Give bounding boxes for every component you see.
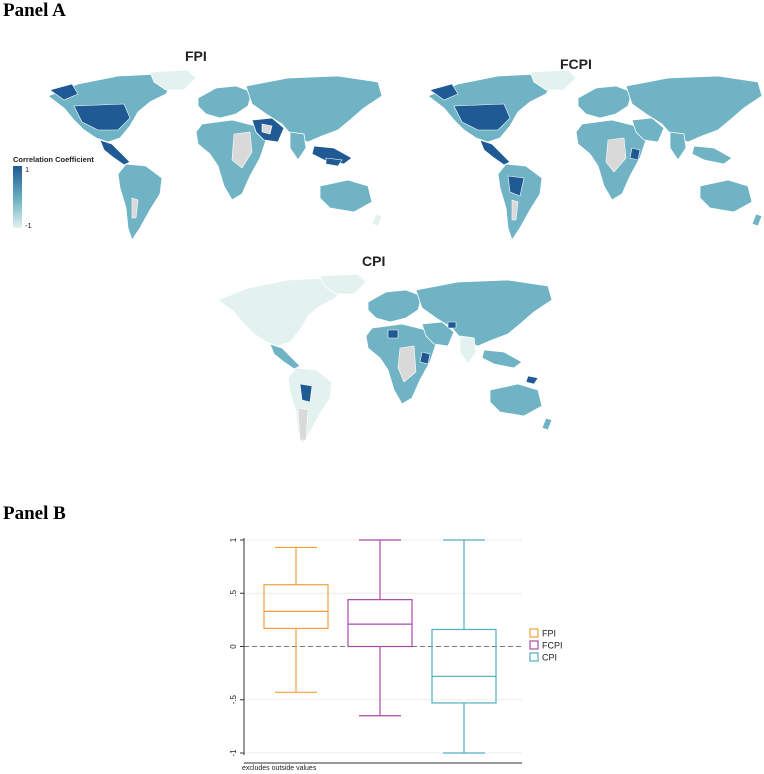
box-iqr <box>431 628 497 704</box>
cpi-region-greenland <box>319 273 367 295</box>
box-fcpi <box>347 539 413 717</box>
map-title-fcpi: FCPI <box>560 56 592 72</box>
fpi-region-southeast-asia <box>311 145 353 165</box>
y-tick-label: .5 <box>229 589 238 596</box>
cpi-region-high-east-africa <box>419 351 431 365</box>
box-fpi <box>263 546 329 693</box>
fpi-region-south-america <box>117 163 163 241</box>
legend-max-label: 1 <box>25 165 30 174</box>
fpi-region-new-zealand <box>371 213 383 227</box>
fpi-region-nodata-africa <box>231 131 253 169</box>
map-title-cpi: CPI <box>362 253 386 269</box>
fcpi-region-australia <box>699 179 753 213</box>
fpi-region-nodata-south-america <box>131 197 139 219</box>
legend-min-label: -1 <box>25 221 32 230</box>
cpi-region-new-zealand <box>541 417 553 431</box>
fpi-region-high-indonesia <box>325 157 343 167</box>
legend-label-fpi: FPI <box>542 629 556 639</box>
fpi-region-nodata-mideast <box>261 123 273 135</box>
world-map-fpi <box>47 69 383 241</box>
box-cpi <box>431 539 497 754</box>
fcpi-region-europe <box>577 85 633 119</box>
fcpi-region-nodata-africa <box>605 137 627 173</box>
fcpi-region-usa <box>453 103 511 131</box>
cpi-region-high-south-america <box>299 383 313 403</box>
cpi-region-high-png <box>525 375 539 385</box>
fpi-region-africa <box>195 119 267 201</box>
legend-title: Correlation Coefficient <box>13 155 94 164</box>
fpi-region-india <box>289 131 307 161</box>
fpi-region-europe <box>197 85 253 119</box>
legend-label-cpi: CPI <box>542 653 557 663</box>
map-title-fpi: FPI <box>185 48 207 64</box>
panel-b-label: Panel B <box>3 503 66 524</box>
fcpi-region-asia <box>625 75 763 143</box>
fcpi-region-greenland <box>529 69 577 91</box>
fpi-region-greenland <box>149 69 197 91</box>
plot-note: excludes outside values <box>242 765 317 772</box>
cpi-region-high-libya <box>387 329 399 339</box>
fpi-region-asia <box>245 75 383 143</box>
cpi-region-south-america <box>287 367 333 445</box>
cpi-region-india <box>459 335 477 365</box>
fcpi-region-nodata-south-america <box>511 199 519 221</box>
box-iqr <box>347 599 413 648</box>
legend-swatch-fcpi <box>529 640 539 650</box>
legend-color-bar <box>13 166 22 228</box>
y-tick-label: 1 <box>229 537 238 542</box>
box-iqr <box>263 584 329 629</box>
fcpi-region-southeast-asia <box>691 145 733 165</box>
cpi-region-nodata-south-america <box>297 407 309 441</box>
y-tick-label: 0 <box>229 644 238 649</box>
fcpi-region-high-east-africa <box>629 147 641 161</box>
fcpi-region-central-america <box>479 139 511 166</box>
fpi-region-usa <box>73 103 131 131</box>
fpi-region-alaska <box>49 83 79 101</box>
cpi-region-asia <box>415 279 553 347</box>
color-legend: Correlation Coefficient 1 -1 <box>13 155 123 235</box>
fpi-region-australia <box>319 179 373 213</box>
cpi-region-southeast-asia <box>481 349 523 369</box>
cpi-region-central-america <box>269 343 301 370</box>
y-tick-label: -.5 <box>229 695 238 705</box>
fcpi-region-new-zealand <box>751 213 763 227</box>
legend-label-fcpi: FCPI <box>542 641 563 651</box>
y-tick-label: -1 <box>229 749 238 757</box>
legend-swatch-fpi <box>529 628 539 638</box>
world-map-fcpi <box>427 69 763 241</box>
fcpi-region-high-south-america <box>507 175 525 197</box>
cpi-region-nodata-africa <box>397 345 417 383</box>
fcpi-region-south-america <box>497 163 543 241</box>
fpi-region-central-america <box>99 139 131 166</box>
box-plot: 1 .5 0 -.5 -1 FPI FCPI CPI <box>229 537 563 764</box>
fcpi-region-alaska <box>429 83 459 101</box>
cpi-region-australia <box>489 383 543 417</box>
world-map-cpi <box>217 273 553 445</box>
panel-a-label: Panel A <box>3 0 66 21</box>
cpi-region-north-america <box>217 277 344 347</box>
cpi-region-europe <box>367 289 423 323</box>
cpi-region-high-afghanistan <box>447 321 457 329</box>
legend-swatch-cpi <box>529 652 539 662</box>
fcpi-region-india <box>669 131 687 161</box>
